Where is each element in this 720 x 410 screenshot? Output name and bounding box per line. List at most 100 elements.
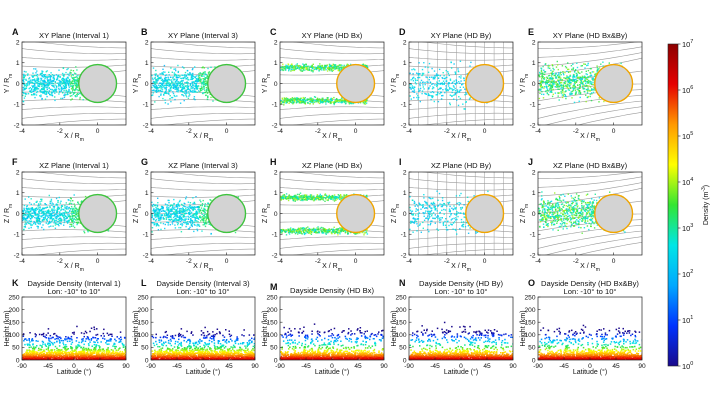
density-point <box>281 97 283 99</box>
density-point <box>41 88 43 90</box>
density-point <box>453 94 455 96</box>
density-point <box>66 68 68 71</box>
density-point <box>195 75 198 77</box>
density-point <box>197 78 200 81</box>
density-point <box>564 91 566 93</box>
density-point <box>58 217 61 220</box>
density-point <box>22 91 25 94</box>
density-point <box>551 91 553 93</box>
density-point <box>448 87 451 89</box>
density-point <box>159 84 162 87</box>
density-point <box>170 85 173 88</box>
density-point <box>284 99 286 101</box>
density-point <box>319 66 321 69</box>
density-point <box>564 65 567 68</box>
density-point <box>160 86 163 88</box>
field-line <box>22 236 126 240</box>
density-point <box>57 206 60 208</box>
density-point <box>578 92 580 94</box>
density-point <box>65 91 67 93</box>
density-point <box>313 68 315 71</box>
density-point <box>76 84 79 87</box>
density-point <box>437 100 440 103</box>
density-point <box>328 68 330 71</box>
density-point <box>335 100 337 102</box>
density-point <box>29 90 32 92</box>
panel-letter: D <box>399 27 406 37</box>
density-point <box>52 225 54 227</box>
density-point <box>309 66 311 68</box>
density-point <box>542 97 545 99</box>
density-point <box>43 91 45 93</box>
density-point <box>591 83 593 85</box>
density-point <box>53 74 55 77</box>
density-point <box>305 66 308 68</box>
density-point <box>28 202 31 204</box>
density-point <box>365 100 368 102</box>
density-point <box>59 90 61 93</box>
density-point <box>47 83 49 85</box>
density-point <box>36 208 39 211</box>
density-point <box>183 67 185 69</box>
density-point <box>73 76 75 79</box>
density-point <box>40 212 43 214</box>
density-point <box>550 75 553 77</box>
density-point <box>592 77 595 79</box>
density-point <box>152 78 154 81</box>
density-point <box>302 63 304 65</box>
field-line <box>22 57 126 61</box>
density-point <box>574 86 576 88</box>
density-point <box>41 70 43 72</box>
density-point <box>310 101 313 103</box>
density-point <box>33 93 36 96</box>
density-point <box>62 67 64 69</box>
density-point <box>465 92 467 94</box>
density-point <box>45 83 48 86</box>
density-point <box>445 76 447 79</box>
density-point <box>552 72 554 75</box>
density-point <box>29 210 32 213</box>
density-point <box>51 84 53 87</box>
density-point <box>33 211 36 213</box>
density-point <box>175 74 178 76</box>
density-point <box>546 81 548 84</box>
density-point <box>181 89 183 91</box>
density-point <box>577 88 579 90</box>
density-point <box>203 75 205 77</box>
density-point <box>46 220 48 222</box>
density-point <box>66 93 69 96</box>
density-point <box>63 73 65 76</box>
y-tick-label: -1 <box>272 102 278 109</box>
density-point <box>562 92 564 94</box>
density-point <box>338 67 340 70</box>
density-point <box>541 86 543 89</box>
density-point <box>329 69 331 71</box>
density-point <box>589 95 591 98</box>
density-point <box>567 68 569 71</box>
density-point <box>589 75 591 77</box>
density-point <box>35 220 38 222</box>
density-point <box>33 86 35 88</box>
density-point <box>329 68 332 70</box>
density-point <box>75 85 77 87</box>
y-tick-label: 1 <box>145 60 149 67</box>
density-point <box>177 87 180 89</box>
density-point <box>344 103 347 105</box>
density-point <box>40 94 42 96</box>
density-point <box>41 97 43 100</box>
density-point <box>285 99 288 101</box>
density-point <box>37 88 40 90</box>
density-point <box>341 64 343 67</box>
density-point <box>183 77 185 79</box>
density-point <box>455 72 457 74</box>
density-point <box>417 95 419 97</box>
density-point <box>152 80 155 83</box>
density-point <box>163 80 165 82</box>
density-point <box>45 81 47 84</box>
density-point <box>585 89 588 91</box>
density-point <box>177 91 179 93</box>
density-point <box>59 217 62 219</box>
density-point <box>37 225 39 228</box>
density-point <box>198 90 200 92</box>
density-point <box>72 88 74 91</box>
